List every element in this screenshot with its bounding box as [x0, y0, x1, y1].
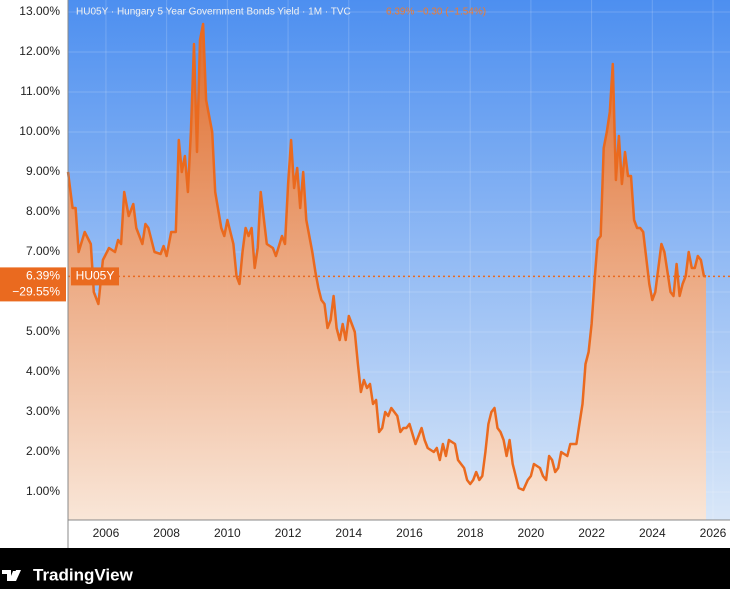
x-tick-label: 2006 [93, 526, 120, 540]
y-tick-label: 9.00% [26, 164, 60, 178]
line [66, 22, 707, 492]
y-tick-label: 8.00% [26, 204, 60, 218]
logo-icon [2, 570, 21, 581]
y-tick-label: 4.00% [26, 364, 60, 378]
y-tick-label: 12.00% [19, 44, 60, 58]
x-tick-label: 2018 [457, 526, 484, 540]
x-tick-label: 2008 [153, 526, 180, 540]
y-tick-label: 5.00% [26, 324, 60, 338]
y-tick-label: 13.00% [19, 4, 60, 18]
area-fill [68, 24, 706, 520]
symbol-box [71, 267, 119, 286]
x-tick-label: 2022 [578, 526, 605, 540]
last-price-label: 6.39% [26, 269, 60, 283]
logo-text: TradingView [33, 565, 134, 584]
chart-title: HU05Y · Hungary 5 Year Government Bonds … [76, 7, 351, 18]
y-tick-label: 11.00% [20, 84, 60, 98]
last-price-box [0, 267, 66, 302]
y-tick-label: 3.00% [26, 404, 60, 418]
x-tick-label: 2026 [700, 526, 727, 540]
x-tick-label: 2016 [396, 526, 423, 540]
y-tick-label: 10.00% [19, 124, 60, 138]
y-tick-label: 7.00% [26, 244, 60, 258]
price-change: 6.39% −0.30 (−1.54%) [386, 7, 486, 18]
change-label: −29.55% [12, 285, 60, 299]
footer-bar [0, 548, 730, 589]
x-tick-label: 2010 [214, 526, 241, 540]
x-tick-label: 2012 [275, 526, 302, 540]
x-tick-label: 2020 [518, 526, 545, 540]
symbol-label: HU05Y [76, 269, 115, 283]
y-tick-label: 1.00% [26, 484, 60, 498]
x-tick-label: 2024 [639, 526, 666, 540]
y-tick-label: 2.00% [26, 444, 60, 458]
x-tick-label: 2014 [335, 526, 362, 540]
